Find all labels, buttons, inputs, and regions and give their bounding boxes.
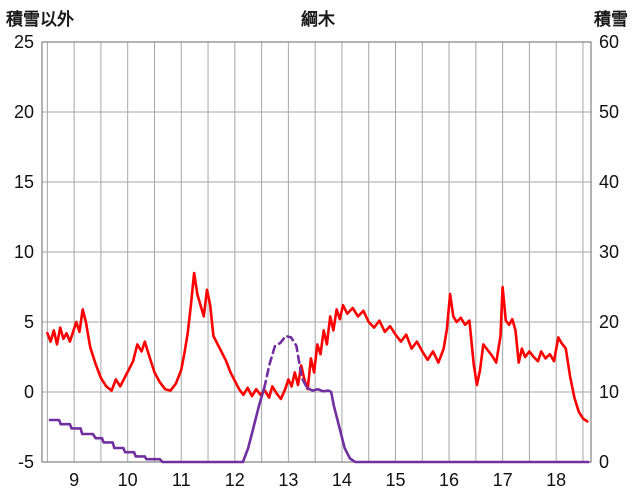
- series-line-left: [46, 271, 589, 423]
- left-axis-tick-label: 0: [24, 382, 34, 402]
- x-axis-tick-label: 16: [439, 470, 459, 490]
- chart-title: 綱木: [301, 10, 335, 29]
- right-axis-tick-label: 30: [599, 242, 619, 262]
- x-axis-tick-label: 18: [546, 470, 566, 490]
- chart-header: 積雪以外 綱木 積雪: [0, 0, 636, 32]
- right-axis-tick-label: 20: [599, 312, 619, 332]
- plot-border: [41, 41, 592, 463]
- x-axis-tick-label: 9: [69, 470, 79, 490]
- series-line-right: [262, 334, 309, 390]
- right-axis-tick-label: 10: [599, 382, 619, 402]
- x-axis-tick-label: 14: [332, 470, 352, 490]
- left-axis-tick-label: -5: [18, 452, 34, 472]
- x-axis-tick-label: 10: [118, 470, 138, 490]
- left-axis-tick-label: 5: [24, 312, 34, 332]
- right-axis-title: 積雪: [594, 10, 628, 29]
- left-axis-title: 積雪以外: [6, 10, 74, 29]
- series-line-right: [48, 386, 266, 464]
- left-axis-tick-label: 20: [14, 102, 34, 122]
- x-axis-tick-label: 13: [278, 470, 298, 490]
- series-line-right: [305, 386, 590, 464]
- x-axis-tick-label: 11: [172, 470, 191, 490]
- right-axis-tick-label: 40: [599, 172, 619, 192]
- right-axis-tick-label: 50: [599, 102, 619, 122]
- left-axis-tick-label: 25: [14, 32, 34, 52]
- right-axis-tick-label: 0: [599, 452, 609, 472]
- x-axis-tick-label: 12: [225, 470, 245, 490]
- left-axis-tick-label: 15: [14, 172, 34, 192]
- x-axis-tick-label: 15: [385, 470, 405, 490]
- left-axis-tick-label: 10: [14, 242, 34, 262]
- right-axis-tick-label: 60: [599, 32, 619, 52]
- x-axis-tick-label: 17: [493, 470, 513, 490]
